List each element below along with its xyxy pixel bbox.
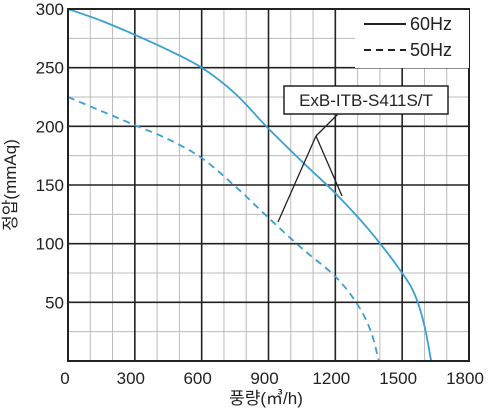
series-line-50hz bbox=[67, 96, 380, 362]
series-lines bbox=[67, 8, 433, 362]
x-tick-label: 1200 bbox=[312, 369, 350, 388]
y-tick-label: 100 bbox=[36, 235, 64, 254]
x-tick-label-origin: 0 bbox=[60, 369, 69, 388]
legend-label-60hz: 60Hz bbox=[410, 14, 452, 34]
model-annotation: ExB-ITB-S411S/T bbox=[277, 85, 449, 223]
x-tick-label: 600 bbox=[183, 369, 211, 388]
y-tick-label: 150 bbox=[36, 176, 64, 195]
annotation-label: ExB-ITB-S411S/T bbox=[299, 91, 433, 110]
x-tick-label: 1800 bbox=[446, 369, 484, 388]
annotation-leader-50hz bbox=[277, 135, 317, 223]
plot-frame bbox=[67, 8, 470, 362]
legend-box bbox=[355, 10, 469, 68]
annotation-leader-main bbox=[315, 113, 339, 137]
y-tick-label: 250 bbox=[36, 59, 64, 78]
x-tick-label: 1500 bbox=[379, 369, 417, 388]
series-line-60hz bbox=[67, 8, 433, 362]
y-tick-label: 300 bbox=[36, 0, 64, 19]
y-axis-label: 정압(mmAq) bbox=[1, 139, 20, 231]
y-tick-label: 200 bbox=[36, 117, 64, 136]
x-tick-label: 900 bbox=[250, 369, 278, 388]
legend: 60Hz 50Hz bbox=[355, 10, 469, 68]
annotation-leader-60hz bbox=[315, 135, 343, 197]
annotation-box bbox=[283, 85, 449, 115]
y-tick-label: 50 bbox=[45, 293, 64, 312]
x-axis-label: 풍량(㎥/h) bbox=[229, 389, 303, 408]
x-tick-label: 300 bbox=[117, 369, 145, 388]
tick-labels: 300 600 900 1200 1500 1800 0 50 100 150 200 250 300 bbox=[36, 0, 484, 388]
legend-label-50hz: 50Hz bbox=[410, 40, 452, 60]
